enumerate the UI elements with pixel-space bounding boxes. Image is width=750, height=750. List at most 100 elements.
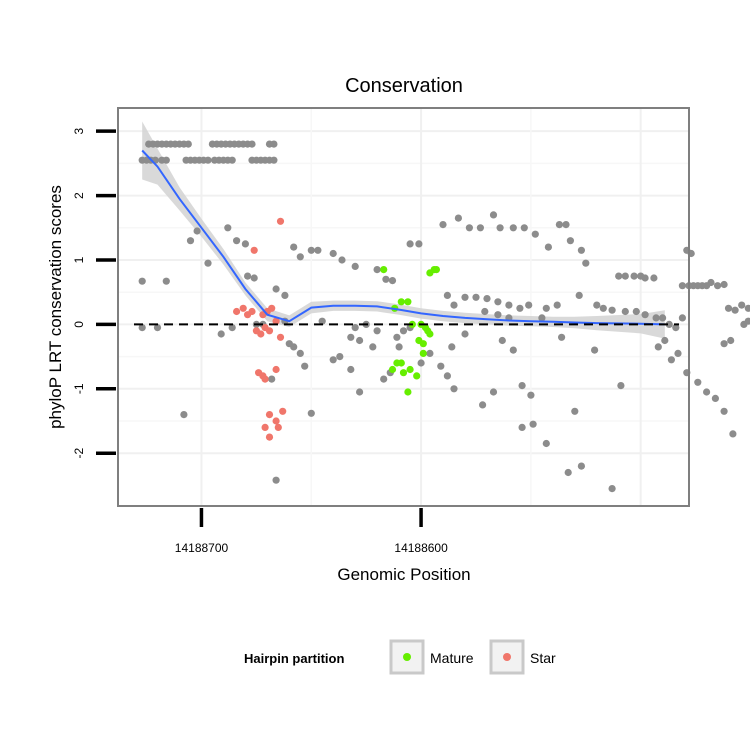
point-other — [527, 391, 535, 399]
point-mature — [413, 372, 421, 380]
point-other — [672, 324, 680, 332]
point-other — [153, 324, 162, 332]
point-other — [632, 307, 640, 316]
point-mature — [380, 266, 388, 274]
point-other — [621, 307, 629, 316]
point-other — [593, 301, 601, 309]
legend: Hairpin partition Mature Star — [244, 639, 556, 675]
point-other — [450, 301, 458, 309]
smooth-band — [142, 121, 665, 339]
point-other — [553, 301, 561, 309]
point-star — [276, 217, 285, 225]
point-other — [518, 382, 526, 390]
chart-title: Conservation — [345, 75, 463, 97]
point-other — [450, 385, 458, 393]
point-other — [518, 423, 526, 431]
y-tick-label: 3 — [72, 128, 86, 135]
point-star — [265, 433, 274, 441]
point-other — [661, 336, 669, 345]
point-other — [437, 362, 445, 370]
point-other — [489, 388, 498, 396]
point-other — [724, 304, 733, 312]
legend-swatch-mature — [403, 653, 411, 661]
point-other — [498, 336, 506, 345]
point-other — [193, 227, 201, 235]
plot-panel-border — [117, 107, 690, 507]
point-other — [529, 420, 537, 428]
point-star — [276, 333, 285, 341]
point-other — [461, 293, 469, 301]
point-other — [558, 333, 566, 341]
point-other — [641, 274, 649, 282]
point-other — [621, 272, 629, 280]
point-other — [318, 317, 326, 325]
point-other — [678, 282, 687, 290]
point-mature — [397, 359, 405, 367]
point-other — [665, 320, 673, 328]
point-star — [268, 304, 276, 312]
point-other — [307, 246, 315, 254]
point-star — [272, 365, 280, 374]
point-other — [184, 140, 192, 148]
point-other — [461, 330, 469, 338]
point-other — [516, 304, 524, 312]
point-other — [650, 274, 658, 282]
point-other — [382, 275, 390, 283]
point-other — [608, 485, 616, 493]
point-other — [244, 272, 252, 280]
point-other — [577, 462, 586, 470]
point-mature — [432, 266, 440, 274]
point-other — [615, 272, 623, 280]
point-other — [228, 156, 236, 164]
point-other — [525, 301, 533, 309]
point-other — [369, 343, 377, 351]
point-other — [707, 278, 715, 287]
point-other — [138, 324, 146, 332]
point-other — [744, 304, 750, 312]
point-other — [494, 311, 502, 319]
point-other — [417, 359, 425, 367]
y-tick-label: 2 — [72, 192, 86, 199]
point-other — [393, 333, 401, 341]
point-star — [265, 327, 274, 335]
point-other — [373, 327, 381, 335]
point-other — [233, 237, 241, 245]
x-axis-label: Genomic Position — [337, 565, 470, 584]
point-other — [415, 240, 423, 248]
point-other — [217, 330, 225, 338]
point-other — [720, 407, 728, 415]
point-other — [566, 237, 575, 245]
point-other — [356, 388, 364, 396]
point-other — [617, 382, 625, 390]
smooth-line — [141, 149, 665, 326]
point-star — [274, 423, 282, 431]
point-other — [373, 266, 381, 274]
point-star — [250, 246, 258, 254]
y-tick-label: 0 — [72, 321, 86, 328]
point-other — [599, 304, 607, 312]
legend-label-mature: Mature — [430, 650, 474, 666]
point-other — [465, 224, 473, 232]
point-other — [542, 439, 550, 448]
point-other — [509, 224, 517, 232]
smooth-curve — [141, 149, 665, 326]
point-other — [250, 274, 258, 282]
point-other — [329, 356, 337, 364]
point-other — [544, 243, 553, 251]
legend-key-star — [489, 639, 525, 675]
point-other — [281, 291, 289, 299]
point-star — [239, 304, 247, 312]
point-other — [729, 430, 737, 438]
point-other — [711, 394, 720, 402]
point-star — [272, 417, 280, 425]
point-other — [268, 375, 276, 383]
point-other — [476, 224, 484, 232]
point-other — [667, 356, 676, 364]
point-other — [542, 304, 550, 312]
point-star — [261, 375, 269, 383]
point-other — [483, 295, 491, 303]
point-other — [296, 349, 304, 357]
point-other — [314, 246, 322, 254]
point-other — [272, 476, 280, 484]
point-mature — [406, 365, 414, 374]
